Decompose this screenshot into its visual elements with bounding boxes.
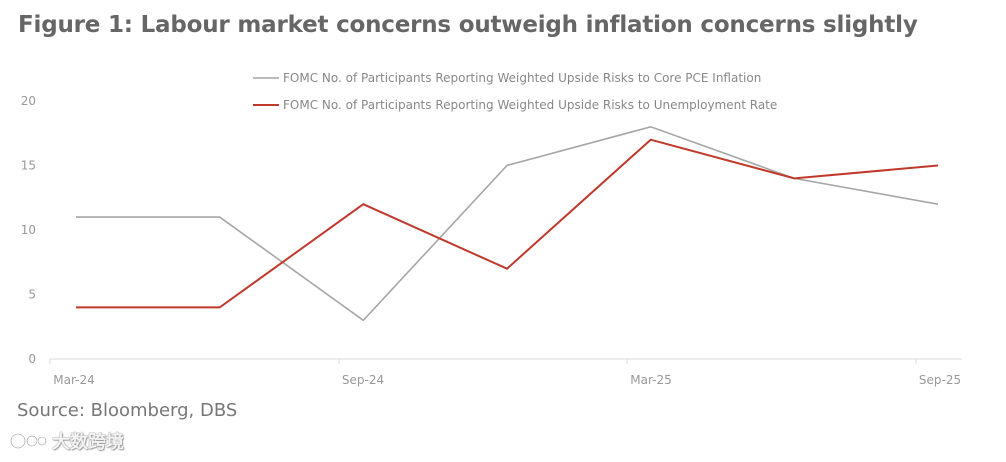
x-tick-label: Mar-25 (630, 373, 671, 387)
chart-title: Figure 1: Labour market concerns outweig… (18, 12, 918, 38)
watermark-logo-icon (9, 432, 48, 450)
line-chart: FOMC No. of Participants Reporting Weigh… (21, 71, 962, 387)
watermark-text: 大数跨境 (52, 432, 124, 453)
x-tick-label: Sep-25 (919, 373, 961, 387)
x-axis: Mar-24 Sep-24 Mar-25 Sep-25 (49, 358, 962, 387)
legend-label: FOMC No. of Participants Reporting Weigh… (283, 98, 777, 112)
legend-label: FOMC No. of Participants Reporting Weigh… (283, 71, 761, 85)
series-line-core-pce-inflation (76, 125, 939, 322)
y-tick-label: 5 (28, 288, 36, 302)
y-tick-label: 15 (21, 159, 36, 173)
series-lines (75, 125, 939, 322)
y-tick-label: 0 (28, 352, 36, 366)
y-axis: 0 5 10 15 20 (21, 94, 36, 366)
legend: FOMC No. of Participants Reporting Weigh… (253, 71, 777, 112)
x-tick-label: Mar-24 (53, 373, 94, 387)
watermark: 大数跨境 (8, 428, 124, 454)
y-tick-label: 10 (21, 223, 36, 237)
source-note: Source: Bloomberg, DBS (17, 400, 238, 421)
y-tick-label: 20 (21, 94, 36, 108)
x-tick-label: Sep-24 (342, 373, 384, 387)
